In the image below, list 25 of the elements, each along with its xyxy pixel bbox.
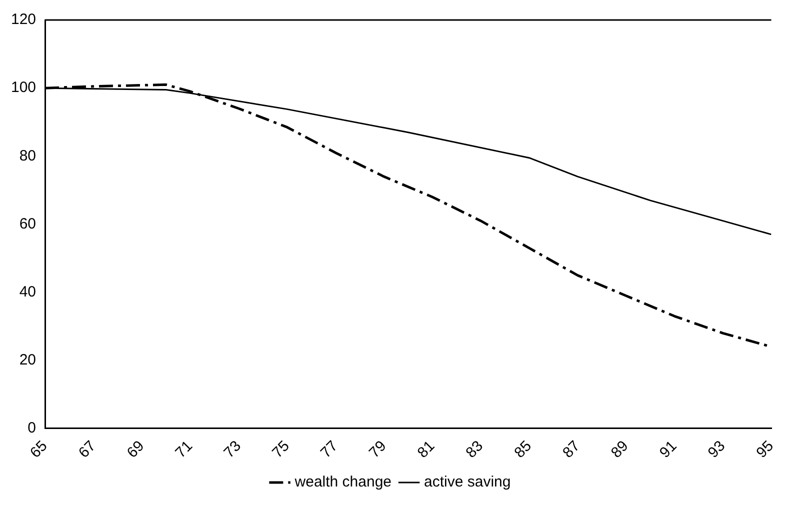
x-tick-label: 65: [26, 438, 51, 462]
x-tick-label: 85: [511, 438, 535, 462]
x-tick-label: 87: [560, 438, 584, 462]
y-tick-label: 40: [19, 283, 36, 300]
x-tick-label: 69: [124, 438, 148, 462]
x-tick-label: 89: [608, 438, 632, 462]
y-tick-label: 60: [19, 215, 36, 232]
x-tick-label: 77: [317, 438, 342, 462]
x-tick-label: 83: [462, 438, 487, 462]
x-tick-label: 73: [220, 438, 244, 462]
y-tick-label: 0: [28, 420, 36, 437]
x-tick-label: 95: [753, 438, 778, 462]
y-tick-label: 120: [10, 11, 36, 28]
x-tick-label: 71: [172, 438, 196, 462]
x-tick-label: 67: [75, 438, 100, 462]
x-tick-label: 75: [269, 438, 293, 462]
x-tick-label: 91: [656, 438, 680, 462]
legend-label: wealth change: [294, 474, 392, 491]
x-tick-label: 79: [366, 438, 390, 462]
y-tick-label: 80: [19, 147, 36, 164]
x-tick-label: 81: [414, 438, 438, 462]
x-tick-label: 93: [704, 438, 729, 462]
legend-label: active saving: [424, 474, 511, 491]
y-tick-label: 100: [10, 79, 36, 96]
y-tick-label: 20: [19, 352, 36, 369]
